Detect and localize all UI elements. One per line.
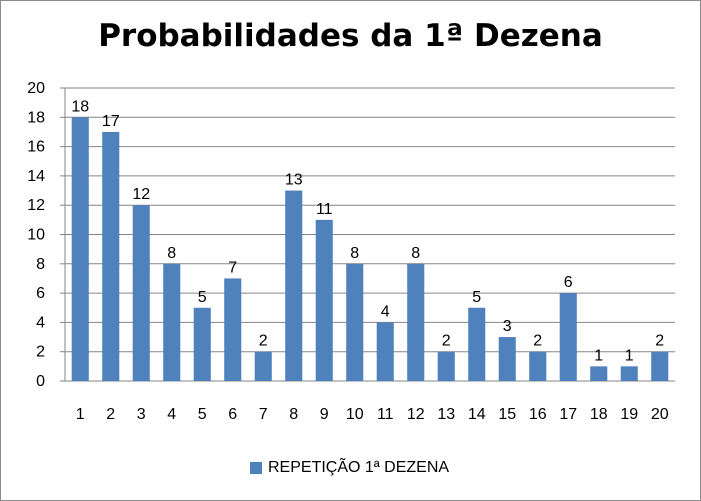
data-label: 1: [625, 347, 634, 364]
data-label: 3: [503, 318, 512, 335]
bar: [529, 351, 547, 381]
x-tick-label: 20: [651, 406, 669, 423]
x-tick-label: 18: [590, 406, 608, 423]
y-tick-label: 16: [27, 139, 45, 156]
data-label: 12: [132, 186, 150, 203]
data-label: 17: [102, 113, 120, 130]
x-tick-label: 5: [198, 406, 207, 423]
x-tick-label: 17: [559, 406, 577, 423]
y-tick-label: 10: [27, 227, 45, 244]
data-label: 18: [71, 98, 89, 115]
bar: [651, 351, 669, 381]
y-tick-label: 0: [36, 373, 45, 390]
x-tick-label: 15: [498, 406, 516, 423]
y-tick-label: 8: [36, 256, 45, 273]
data-label: 1: [594, 347, 603, 364]
x-tick-label: 4: [167, 406, 176, 423]
legend-swatch: [250, 462, 262, 474]
data-label: 2: [533, 333, 542, 350]
data-label: 5: [472, 289, 481, 306]
y-tick-label: 12: [27, 197, 45, 214]
bars: [71, 117, 669, 382]
x-tick-label: 6: [228, 406, 237, 423]
bar: [132, 205, 150, 381]
data-label: 5: [198, 289, 207, 306]
y-tick-labels: 0 2 4 6 8 10 12 14 16 18 20: [27, 80, 45, 390]
data-label: 8: [350, 245, 359, 262]
bar: [468, 307, 486, 381]
x-tick-label: 9: [320, 406, 329, 423]
x-tick-label: 7: [259, 406, 268, 423]
bar: [315, 219, 333, 381]
x-tick-label: 14: [468, 406, 486, 423]
bar: [71, 117, 89, 382]
data-label: 2: [259, 333, 268, 350]
x-tick-label: 10: [346, 406, 364, 423]
bar: [254, 351, 272, 381]
legend-label: REPETIÇÃO 1ª DEZENA: [268, 459, 450, 476]
data-label: 6: [564, 274, 573, 291]
bar: [102, 131, 120, 381]
data-label: 13: [285, 172, 303, 189]
y-tick-label: 6: [36, 285, 45, 302]
bar: [590, 366, 608, 381]
x-tick-label: 19: [620, 406, 638, 423]
x-tick-label: 2: [106, 406, 115, 423]
bar: [376, 322, 394, 381]
data-label: 4: [381, 303, 390, 320]
bar: [224, 278, 242, 381]
x-tick-labels: 1 2 3 4 5 6 7 8 9 10 11 12 13 14 15 16 17 18 19 20: [76, 406, 669, 423]
y-tick-label: 18: [27, 109, 45, 126]
data-label: 8: [167, 245, 176, 262]
chart-title: Probabilidades da 1ª Dezena: [98, 18, 603, 54]
x-tick-label: 13: [437, 406, 455, 423]
y-tick-label: 4: [36, 314, 45, 331]
x-tick-label: 1: [76, 406, 85, 423]
bar: [285, 190, 303, 381]
bar: [559, 293, 577, 381]
gridlines: [65, 87, 675, 353]
bar: [620, 366, 638, 381]
y-tick-label: 20: [27, 80, 45, 97]
data-label: 8: [411, 245, 420, 262]
data-label: 2: [655, 333, 664, 350]
bar: [163, 263, 181, 381]
bar: [437, 351, 455, 381]
x-tick-label: 3: [137, 406, 146, 423]
x-tick-label: 16: [529, 406, 547, 423]
y-tick-label: 14: [27, 168, 45, 185]
data-label: 2: [442, 333, 451, 350]
x-tick-label: 11: [377, 406, 394, 423]
bar: [193, 307, 211, 381]
x-tick-label: 8: [289, 406, 298, 423]
bar: [346, 263, 364, 381]
legend: REPETIÇÃO 1ª DEZENA: [250, 458, 449, 478]
x-tick-label: 12: [407, 406, 425, 423]
y-tick-label: 2: [36, 344, 45, 361]
data-label: 11: [316, 201, 333, 218]
bar: [407, 263, 425, 381]
bar: [498, 337, 516, 381]
data-label: 7: [228, 259, 237, 276]
